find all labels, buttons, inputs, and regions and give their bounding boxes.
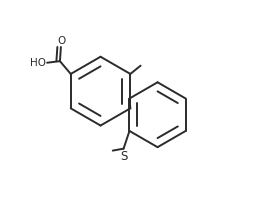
Text: HO: HO	[30, 58, 46, 68]
Text: O: O	[57, 36, 66, 46]
Text: S: S	[120, 150, 127, 163]
